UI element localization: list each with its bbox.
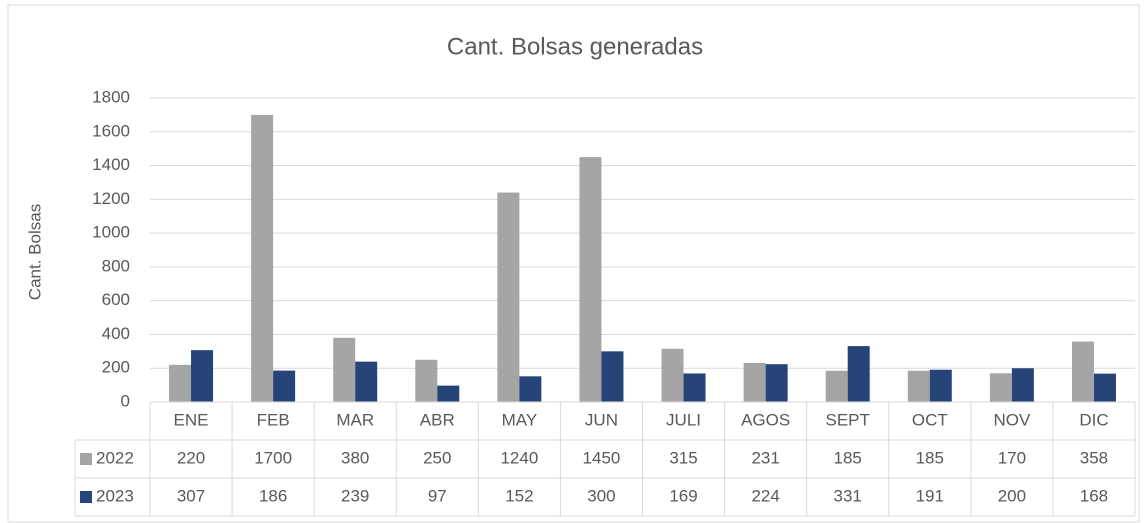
x-tick-label: OCT (912, 410, 948, 429)
chart-frame (7, 4, 1140, 523)
y-tick-label: 1400 (92, 155, 130, 174)
y-tick-label: 1000 (92, 223, 130, 242)
bar (989, 373, 1012, 402)
table-value: 220 (177, 448, 205, 467)
y-tick-label: 1200 (92, 189, 130, 208)
table-value: 168 (1080, 486, 1108, 505)
bar (661, 348, 684, 402)
x-tick-label: ABR (420, 410, 455, 429)
x-tick-label: NOV (993, 410, 1031, 429)
table-value: 239 (341, 486, 369, 505)
table-value: 380 (341, 448, 369, 467)
table-value: 331 (834, 486, 862, 505)
table-value: 186 (259, 486, 287, 505)
bar (929, 369, 952, 402)
table-value: 191 (916, 486, 944, 505)
table-value: 152 (505, 486, 533, 505)
x-tick-label: JULI (666, 410, 701, 429)
y-tick-label: 0 (121, 391, 130, 410)
table-value: 250 (423, 448, 451, 467)
bar (743, 362, 766, 402)
bar (1011, 368, 1034, 402)
bar (907, 370, 930, 402)
table-value: 307 (177, 486, 205, 505)
table-value: 1450 (583, 448, 621, 467)
chart-title: Cant. Bolsas generadas (447, 33, 703, 60)
bar (251, 114, 274, 402)
bar (825, 370, 848, 402)
x-tick-label: MAR (336, 410, 374, 429)
bar (497, 192, 520, 402)
legend-label: 2022 (96, 448, 134, 467)
bar (169, 364, 192, 402)
bar (191, 350, 214, 402)
legend-key (80, 453, 92, 465)
table-value: 170 (998, 448, 1026, 467)
table-value: 300 (587, 486, 615, 505)
table-value: 200 (998, 486, 1026, 505)
bar (847, 346, 870, 402)
bar (415, 359, 438, 402)
y-axis-label: Cant. Bolsas (25, 204, 44, 300)
bar (355, 361, 378, 402)
y-tick-label: 400 (102, 324, 130, 343)
y-tick-label: 800 (102, 256, 130, 275)
bar (601, 351, 624, 402)
bar (519, 376, 542, 402)
table-value: 224 (751, 486, 779, 505)
y-tick-label: 1800 (92, 87, 130, 106)
legend-label: 2023 (96, 486, 134, 505)
table-value: 97 (428, 486, 447, 505)
bar (1093, 373, 1116, 402)
table-value: 1700 (254, 448, 292, 467)
x-tick-label: JUN (585, 410, 618, 429)
legend-key (80, 491, 92, 503)
x-tick-label: FEB (257, 410, 290, 429)
y-tick-label: 1600 (92, 121, 130, 140)
bar (683, 373, 706, 402)
x-tick-label: SEPT (826, 410, 870, 429)
bar (333, 337, 356, 402)
table-value: 1240 (500, 448, 538, 467)
table-value: 358 (1080, 448, 1108, 467)
bar (765, 364, 788, 402)
y-tick-label: 600 (102, 290, 130, 309)
x-tick-label: AGOS (741, 410, 790, 429)
x-tick-label: MAY (502, 410, 538, 429)
x-tick-label: ENE (174, 410, 209, 429)
bar (1071, 341, 1094, 402)
table-value: 231 (751, 448, 779, 467)
x-tick-label: DIC (1079, 410, 1108, 429)
bar (579, 157, 602, 402)
table-value: 185 (916, 448, 944, 467)
bar (437, 385, 460, 402)
table-value: 169 (669, 486, 697, 505)
table-value: 315 (669, 448, 697, 467)
bar (273, 370, 296, 402)
y-tick-label: 200 (102, 358, 130, 377)
table-value: 185 (834, 448, 862, 467)
